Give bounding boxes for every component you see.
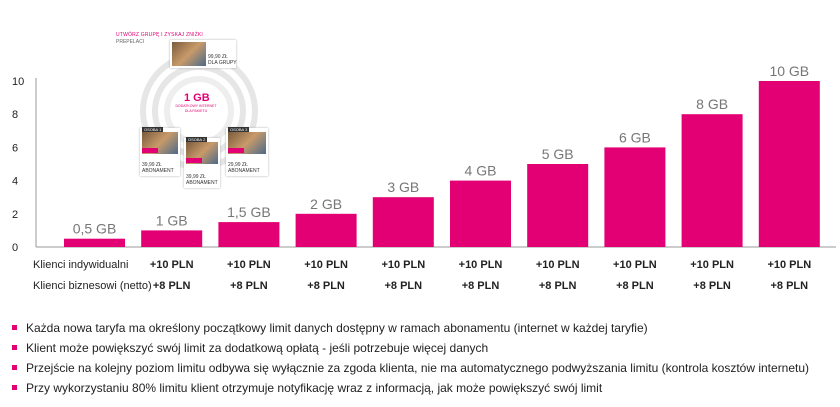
price-business: +8 PLN [538,280,577,292]
promo-card-text: ABONAMENT [186,180,218,186]
y-tick-label: 2 [12,209,18,221]
promo-card-price: 29,99 ZŁ [228,162,248,168]
bars [64,81,820,247]
data-label: 5 GB [542,146,574,162]
y-tick-label: 4 [12,176,18,188]
price-individual: +10 PLN [304,259,348,271]
price-individual: +10 PLN [149,259,194,271]
data-labels: 0,5 GB 1 GB 1,5 GB 2 GB 3 GB 4 GB 5 GB 6 GB 8 GB… [73,63,809,237]
bullet-marker [12,345,17,350]
promo-card-logo [186,158,202,163]
data-label: 1 GB [156,212,188,228]
price-individual: +10 PLN [613,259,657,271]
price-individual: +10 PLN [227,259,271,271]
promo-card-tag: OSOBA 3 [228,127,250,132]
price-individual: +10 PLN [535,259,580,271]
data-label: 1,5 GB [227,204,271,220]
bullet-text: Przejście na kolejny poziom limitu odbyw… [26,361,810,375]
price-individual: +10 PLN [767,259,812,271]
bar [527,164,589,247]
promo-card-logo [142,148,158,153]
promo-card-logo [228,148,244,153]
price-individual: +10 PLN [458,259,503,271]
promo-card-price: 99,90 ZŁ [208,54,228,60]
bullet-text: Każda nowa taryfa ma określony początkow… [26,321,648,335]
bullet-marker [12,365,17,370]
y-tick-labels: 0 2 4 6 8 10 [12,76,24,254]
data-label: 8 GB [696,96,728,112]
y-tick-label: 10 [12,76,24,88]
data-label: 3 GB [387,179,419,195]
group-promo-infographic: UTWÓRZ GRUPĘ I ZYSKAJ ZNIŻKI PREPELACI 1… [112,30,282,190]
promo-subtitle: PREPELACI [116,39,145,45]
bullet-text: Klient może powiększyć swój limit za dod… [26,341,489,355]
price-business: +8 PLN [693,280,731,292]
bar [450,180,511,247]
promo-card-text: ABONAMENT [228,168,260,174]
price-business: +8 PLN [770,280,809,292]
bar [64,238,125,247]
price-business: +8 PLN [152,280,191,292]
limit-bar-chart: 0 2 4 6 8 10 0,5 GB 1 GB 1,5 GB 2 GB 3 GB 4 GB 5 GB… [12,63,836,254]
bar [604,147,666,247]
promo-card-person-2: OSOBA 2 39,99 ZŁ ABONAMENT [184,137,220,188]
bar [141,230,203,247]
y-tick-label: 0 [12,242,18,254]
promo-card-price: 39,99 ZŁ [142,162,162,168]
promo-card-text: DLA GRUPY [208,60,237,66]
row-label-business: Klienci biznesowi (netto) [33,280,152,292]
price-individual: +10 PLN [690,259,734,271]
price-business: +8 PLN [230,280,268,292]
data-label: 2 GB [310,196,342,212]
price-business: +8 PLN [461,280,500,292]
y-tick-label: 8 [12,109,18,121]
bullet-item: Przy wykorzystaniu 80% limitu klient otr… [12,378,832,398]
bar [758,81,820,247]
bullet-marker [12,325,17,330]
bullet-marker [12,385,17,390]
data-label: 6 GB [619,129,651,145]
price-business: +8 PLN [307,280,345,292]
row-label-individual: Klienci indywidualni [33,259,129,271]
bullet-item: Klient może powiększyć swój limit za dod… [12,338,832,358]
bar [372,197,434,247]
promo-card-tag: OSOBA 2 [186,137,208,142]
price-business: +8 PLN [616,280,654,292]
price-individual: +10 PLN [381,259,426,271]
promo-card-group: 99,90 ZŁ DLA GRUPY [170,40,237,68]
promo-center-gb: 1 GB [184,92,210,104]
data-label: 10 GB [769,63,809,79]
promo-card-person-1: OSOBA 1 39,99 ZŁ ABONAMENT [140,127,180,176]
data-label: 0,5 GB [73,221,117,237]
y-tick-label: 6 [12,142,18,154]
promo-card-person-3: OSOBA 3 29,99 ZŁ ABONAMENT [226,127,268,176]
bar [295,213,357,247]
bullet-item: Każda nowa taryfa ma określony początkow… [12,318,832,338]
promo-center-text: DODATKOWY INTERNET DLA PAKIETU [175,104,217,113]
data-label: 4 GB [465,163,497,179]
promo-card-price: 39,99 ZŁ [186,174,206,180]
bar [218,222,280,247]
price-business: +8 PLN [384,280,423,292]
promo-photo-group [172,42,206,66]
bullet-item: Przejście na kolejny poziom limitu odbyw… [12,358,832,378]
bullet-text: Przy wykorzystaniu 80% limitu klient otr… [26,381,603,395]
promo-card-text: ABONAMENT [142,168,174,174]
bar [681,114,743,247]
promo-card-tag: OSOBA 1 [142,127,164,132]
bullet-list: Każda nowa taryfa ma określony początkow… [12,318,832,398]
promo-title: UTWÓRZ GRUPĘ I ZYSKAJ ZNIŻKI [116,32,203,38]
